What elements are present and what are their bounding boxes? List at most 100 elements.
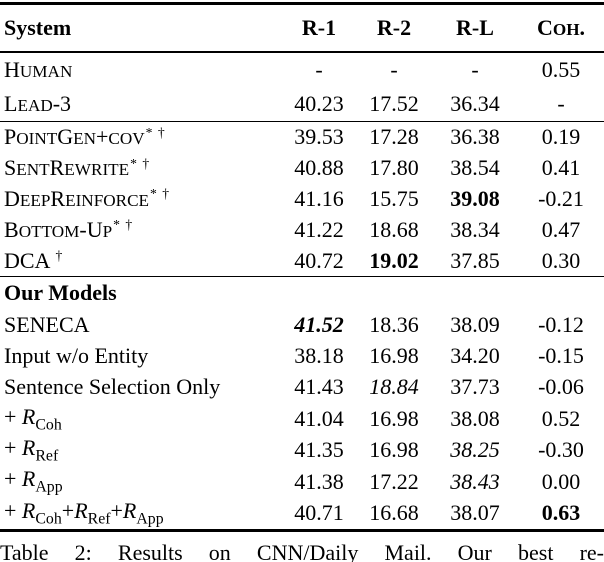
smallcap-letter: E: [30, 190, 41, 210]
value-cell: 16.98: [369, 437, 419, 463]
smallcap-letter: O: [119, 129, 133, 149]
row-label: DEEPREINFORCE* †: [4, 185, 171, 211]
table-row: DCA † 40.72 19.02 37.85 0.30: [0, 245, 604, 276]
smallcap-letter: R: [115, 190, 128, 210]
row-label: SENTREWRITE* †: [4, 155, 151, 181]
smallcap-letter: E: [65, 190, 76, 210]
value-cell: 0.30: [541, 247, 581, 273]
value-cell: 16.98: [369, 342, 419, 368]
row-label: Sentence Selection Only: [4, 374, 221, 400]
value-cell: -0.21: [538, 185, 584, 211]
smallcap-letter: O: [16, 129, 29, 149]
value-cell: 40.71: [294, 499, 344, 525]
smallcap-letter: I: [75, 190, 82, 210]
smallcap-letter: T: [39, 160, 50, 180]
smallcap-letter: H: [566, 20, 580, 39]
footnote-marker: * †: [145, 124, 166, 140]
column-header-coh: COH.: [536, 15, 586, 40]
row-label: + RApp: [4, 466, 63, 496]
column-header-system: System: [4, 15, 72, 40]
value-cell: 37.73: [450, 374, 500, 400]
value-cell: 41.35: [294, 437, 344, 463]
smallcap-letter: E: [19, 190, 31, 210]
row-label: POINTGEN+COV* †: [4, 124, 166, 150]
value-cell: 17.22: [369, 468, 419, 494]
value-cell: 16.98: [369, 405, 419, 431]
math-symbol-R: R: [74, 497, 88, 523]
smallcap-letter: N: [34, 129, 47, 149]
math-subscript: Ref: [35, 447, 59, 465]
smallcap-letter: E: [138, 190, 150, 210]
value-cell: 38.18: [294, 342, 344, 368]
smallcap-letter: E: [64, 160, 75, 180]
value-cell: -0.12: [538, 311, 584, 337]
table-row: SENECA 41.52 18.36 38.09 -0.12: [0, 309, 604, 340]
row-label: + RCoh: [4, 403, 62, 433]
value-cell: 41.43: [294, 374, 344, 400]
value-cell: 38.34: [450, 216, 500, 242]
header-rule: [0, 51, 604, 53]
value-cell: 38.08: [450, 405, 500, 431]
table-body: HUMAN - - - 0.55 LEAD-3 40.23 17.52 36.34 - POINTG…: [0, 53, 604, 529]
smallcap-letter: N: [59, 61, 73, 81]
smallcap-letter: W: [74, 160, 91, 180]
value-cell: 39.08: [450, 185, 500, 211]
value-cell: -: [471, 56, 479, 82]
smallcap-letter: I: [28, 129, 35, 149]
math-subscript: Ref: [87, 510, 111, 528]
table-row: LEAD-3 40.23 17.52 36.34 -: [0, 87, 604, 121]
value-cell: -: [557, 90, 565, 116]
smallcap-letter: E: [16, 160, 27, 180]
math-symbol-R: R: [21, 497, 36, 523]
smallcap-letter: E: [17, 95, 28, 115]
value-cell: 15.75: [369, 185, 419, 211]
footnote-marker: * †: [150, 186, 171, 202]
row-label: Input w/o Entity: [4, 342, 149, 368]
value-cell: 38.09: [450, 311, 500, 337]
smallcap-letter: M: [64, 221, 80, 241]
math-subscript: Coh: [35, 510, 62, 528]
value-cell: 41.22: [294, 216, 344, 242]
smallcap-letter: U: [19, 61, 33, 81]
value-cell: 34.20: [450, 342, 500, 368]
section-divider-rule: [0, 275, 604, 278]
smallcap-letter: T: [41, 221, 52, 241]
row-label: SENECA: [4, 311, 90, 337]
table-row: SENTREWRITE* † 40.88 17.80 38.54 0.41: [0, 153, 604, 184]
smallcap-letter: C: [108, 129, 120, 149]
row-label: BOTTOM-UP* †: [4, 216, 134, 242]
footnote-marker: * †: [130, 155, 151, 171]
table-row: DEEPREINFORCE* † 41.16 15.75 39.08 -0.21: [0, 184, 604, 215]
smallcap-letter: P: [102, 221, 113, 241]
value-cell: 37.85: [450, 247, 500, 273]
table-row: BOTTOM-UP* † 41.22 18.68 38.34 0.47: [0, 214, 604, 245]
table-row: + RCoh+RRef+RApp 40.71 16.68 38.07 0.63: [0, 497, 604, 528]
value-cell: 41.04: [294, 405, 344, 431]
column-header-rl: R-L: [456, 15, 494, 40]
table-caption: Table 2: Results on CNN/Daily Mail. Our …: [0, 539, 604, 562]
row-label: DCA †: [4, 247, 64, 273]
table-row: POINTGEN+COV* † 39.53 17.28 36.38 0.19: [0, 122, 604, 153]
value-cell: 17.80: [369, 155, 419, 181]
value-cell: 40.23: [294, 90, 344, 116]
math-symbol-R: R: [21, 434, 36, 460]
smallcap-letter: N: [26, 160, 40, 180]
value-cell: 38.43: [450, 468, 500, 494]
value-cell: 0.41: [541, 155, 581, 181]
smallcap-letter: M: [32, 61, 48, 81]
value-cell: 17.28: [369, 124, 419, 150]
footnote-marker: * †: [113, 217, 134, 233]
value-cell: 18.68: [369, 216, 419, 242]
smallcap-letter: E: [118, 160, 130, 180]
value-cell: -0.06: [538, 374, 584, 400]
column-header-r2: R-2: [376, 15, 412, 40]
value-cell: 41.38: [294, 468, 344, 494]
value-cell: 0.52: [541, 405, 581, 431]
smallcap-letter: E: [73, 129, 84, 149]
value-cell: 36.34: [450, 90, 500, 116]
smallcap-letter: I: [102, 160, 109, 180]
math-subscript: Coh: [35, 415, 62, 433]
value-cell: 17.52: [369, 90, 419, 116]
row-label: Our Models: [4, 280, 117, 306]
